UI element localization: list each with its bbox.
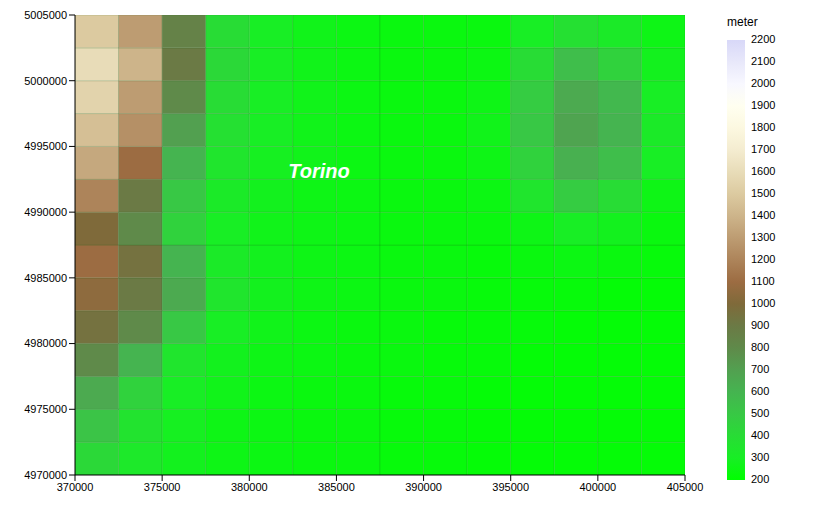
svg-text:380000: 380000 — [231, 481, 268, 493]
svg-text:375000: 375000 — [144, 481, 181, 493]
svg-text:4995000: 4995000 — [24, 140, 67, 152]
svg-text:390000: 390000 — [405, 481, 442, 493]
svg-text:500: 500 — [751, 407, 769, 419]
svg-text:400000: 400000 — [579, 481, 616, 493]
svg-text:1100: 1100 — [751, 275, 775, 287]
svg-text:900: 900 — [751, 319, 769, 331]
svg-text:meter: meter — [727, 15, 758, 29]
svg-text:395000: 395000 — [492, 481, 529, 493]
svg-text:4980000: 4980000 — [24, 337, 67, 349]
svg-text:1800: 1800 — [751, 121, 775, 133]
svg-text:4985000: 4985000 — [24, 272, 67, 284]
svg-text:405000: 405000 — [667, 481, 704, 493]
svg-text:2000: 2000 — [751, 77, 775, 89]
svg-text:5000000: 5000000 — [24, 75, 67, 87]
svg-text:2200: 2200 — [751, 33, 775, 45]
svg-text:1500: 1500 — [751, 187, 775, 199]
svg-text:1200: 1200 — [751, 253, 775, 265]
svg-text:1400: 1400 — [751, 209, 775, 221]
svg-text:5005000: 5005000 — [24, 9, 67, 21]
svg-text:300: 300 — [751, 451, 769, 463]
svg-text:370000: 370000 — [57, 481, 94, 493]
svg-text:1900: 1900 — [751, 99, 775, 111]
svg-text:800: 800 — [751, 341, 769, 353]
svg-text:1000: 1000 — [751, 297, 775, 309]
svg-text:4975000: 4975000 — [24, 403, 67, 415]
svg-text:4970000: 4970000 — [24, 469, 67, 481]
svg-text:400: 400 — [751, 429, 769, 441]
svg-text:1300: 1300 — [751, 231, 775, 243]
svg-text:1700: 1700 — [751, 143, 775, 155]
svg-text:700: 700 — [751, 363, 769, 375]
svg-text:Torino: Torino — [288, 160, 349, 182]
svg-text:1600: 1600 — [751, 165, 775, 177]
svg-text:200: 200 — [751, 473, 769, 485]
svg-text:2100: 2100 — [751, 55, 775, 67]
svg-text:600: 600 — [751, 385, 769, 397]
svg-text:4990000: 4990000 — [24, 206, 67, 218]
svg-text:385000: 385000 — [318, 481, 355, 493]
